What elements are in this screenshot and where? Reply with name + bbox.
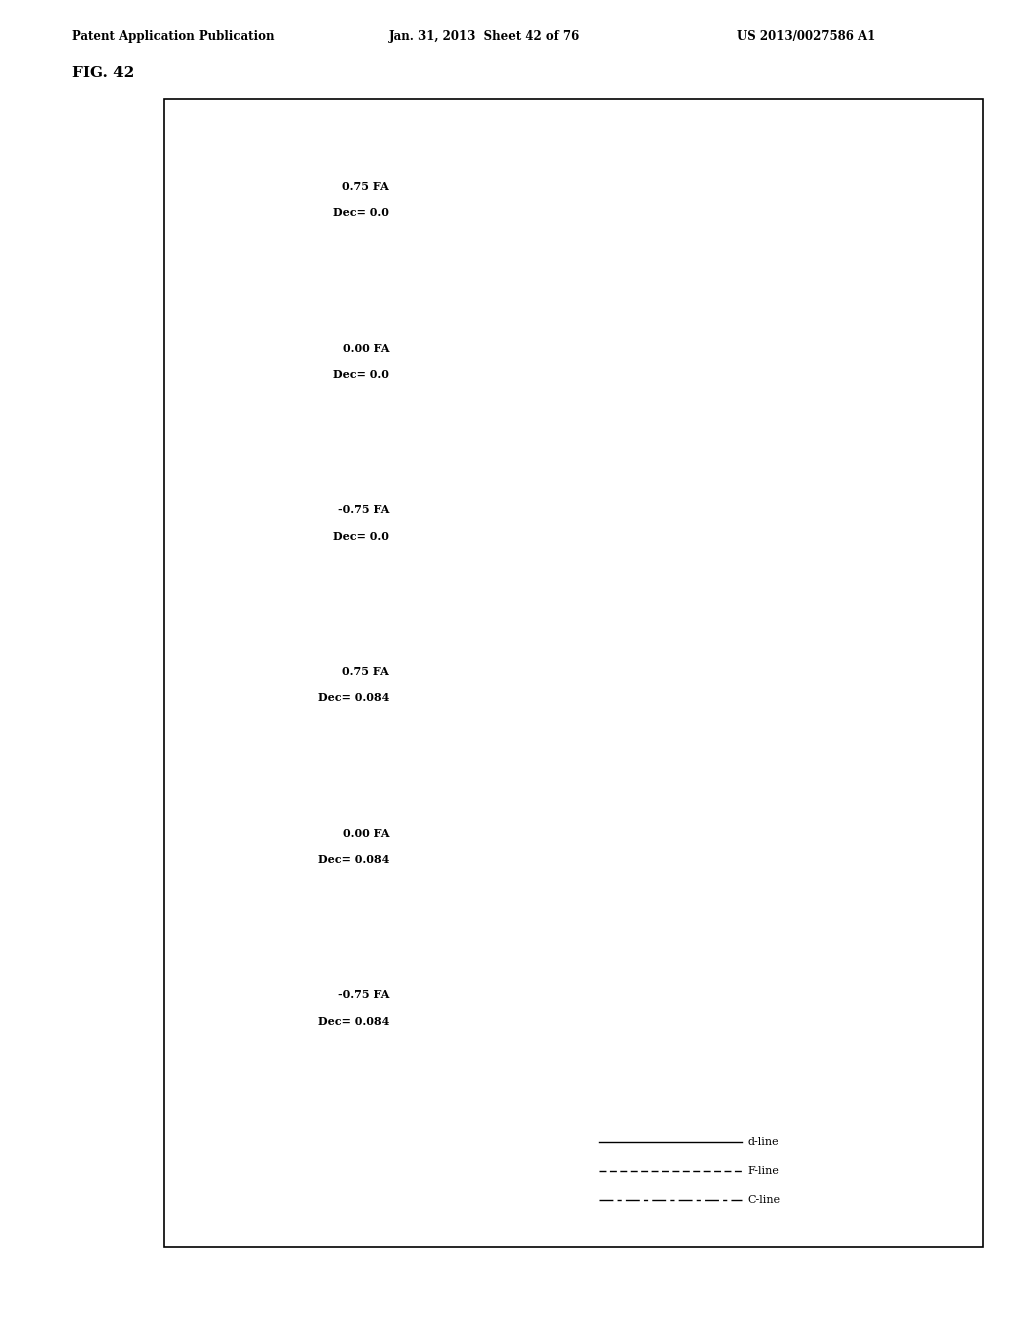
Text: 0.00 FA: 0.00 FA	[343, 343, 389, 354]
Text: Dec= 0.0: Dec= 0.0	[333, 370, 389, 380]
Text: -0.02: -0.02	[685, 591, 712, 601]
Text: -1.00: -1.00	[385, 1143, 414, 1154]
Text: -0.02: -0.02	[685, 915, 712, 924]
Text: Patent Application Publication: Patent Application Publication	[72, 30, 274, 44]
Text: -0.75 FA: -0.75 FA	[338, 504, 389, 515]
Text: 0.02: 0.02	[685, 297, 708, 306]
Text: -0.02: -0.02	[685, 752, 712, 762]
Text: US 2013/0027586 A1: US 2013/0027586 A1	[737, 30, 876, 44]
Text: Dec= 0.084: Dec= 0.084	[317, 1016, 389, 1027]
Text: 1.00: 1.00	[950, 1143, 975, 1154]
Text: Jan. 31, 2013  Sheet 42 of 76: Jan. 31, 2013 Sheet 42 of 76	[389, 30, 581, 44]
Text: 0.0: 0.0	[672, 1143, 690, 1154]
Text: 0.02: 0.02	[685, 459, 708, 467]
Text: -0.75 FA: -0.75 FA	[338, 990, 389, 1001]
Text: -0.02: -0.02	[685, 1076, 712, 1085]
Text: Dec= 0.084: Dec= 0.084	[317, 854, 389, 865]
Text: 0.02: 0.02	[685, 620, 708, 630]
Text: FIG. 42: FIG. 42	[72, 66, 134, 81]
Text: 0.75 FA: 0.75 FA	[342, 181, 389, 191]
Text: C-line: C-line	[748, 1195, 780, 1205]
Text: Dec= 0.0: Dec= 0.0	[333, 207, 389, 218]
Text: -0.02: -0.02	[685, 429, 712, 438]
Text: 0.02: 0.02	[685, 783, 708, 791]
Text: d-line: d-line	[748, 1137, 779, 1147]
Text: 0.00 FA: 0.00 FA	[343, 828, 389, 838]
Text: Dec= 0.0: Dec= 0.0	[333, 531, 389, 541]
Text: F-line: F-line	[748, 1166, 779, 1176]
Text: 0.02: 0.02	[685, 136, 708, 144]
Text: 0.75 FA: 0.75 FA	[342, 667, 389, 677]
Text: 0.02: 0.02	[685, 944, 708, 953]
Text: -0.02: -0.02	[685, 268, 712, 277]
Text: Dec= 0.084: Dec= 0.084	[317, 693, 389, 704]
